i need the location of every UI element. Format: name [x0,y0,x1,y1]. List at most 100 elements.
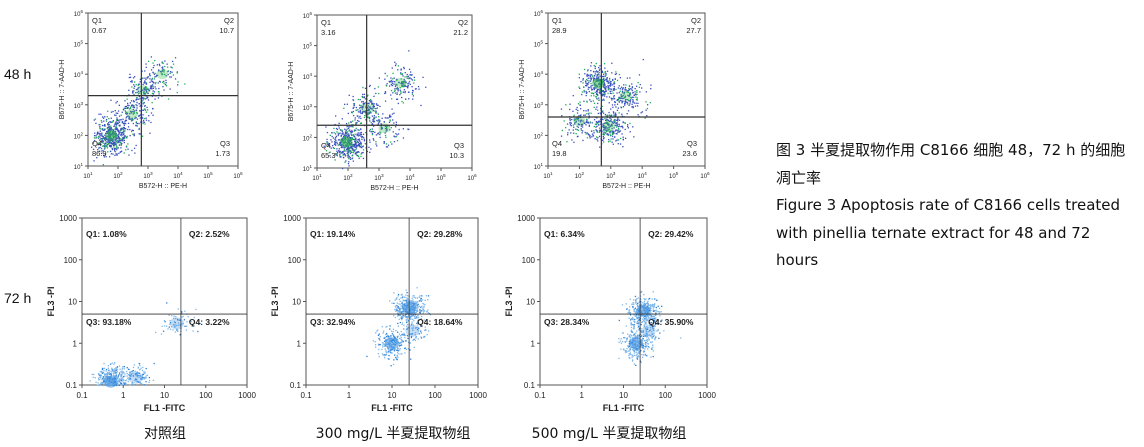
event-dot [640,361,642,363]
event-dot [639,319,641,321]
event-dot [160,72,163,74]
event-dot [577,123,580,126]
event-dot [580,125,582,127]
event-dot [151,86,153,88]
event-dot [346,147,349,149]
event-dot [560,135,563,137]
event-dot [387,351,389,354]
event-dot [103,139,106,141]
event-dot [110,128,112,130]
event-dot [588,112,590,114]
event-dot [158,91,160,93]
event-dot [636,91,638,93]
event-dot [393,112,395,114]
event-dot [607,122,609,124]
event-dot [595,70,598,72]
event-dot [148,89,150,91]
event-dot [625,89,627,91]
event-dot [630,330,632,332]
event-dot [569,122,571,124]
event-dot [106,116,108,118]
event-dot [578,77,580,79]
x-tick-label: 10 [160,391,169,400]
event-dot [105,132,107,135]
cluster-core [105,130,118,141]
event-dot [145,375,147,377]
event-dot [642,318,644,320]
event-dot [591,75,594,77]
event-dot [370,131,372,133]
event-dot [637,349,640,351]
event-dot [111,362,113,364]
event-dot [355,148,357,150]
event-dot [347,135,349,137]
event-dot [141,116,143,119]
event-dot [345,135,347,137]
event-dot [92,376,94,378]
event-dot [413,82,415,84]
event-dot [135,92,137,94]
event-dot [427,299,429,301]
event-dot [345,148,348,151]
event-dot [614,119,616,121]
event-dot [405,299,407,302]
event-dot [396,312,399,314]
event-dot [622,95,624,97]
event-dot [400,69,402,71]
event-dot [592,134,594,137]
event-dot [91,373,93,375]
event-dot [114,151,117,153]
event-dot [648,334,650,336]
event-dot [628,311,630,313]
event-dot [387,348,389,350]
event-dot [635,364,637,366]
event-dot [607,130,609,132]
event-dot [97,131,99,133]
event-dot [611,104,614,106]
event-dot [105,138,107,140]
event-dot [590,87,593,89]
event-dot [616,123,619,126]
event-dot [169,322,172,324]
event-dot [647,303,649,305]
event-dot [573,141,575,143]
event-dot [635,348,637,351]
event-dot [177,308,179,310]
event-dot [107,139,109,141]
event-dot [126,135,128,138]
event-dot [593,95,595,97]
quadrant-q3-value: 10.3 [449,151,464,160]
event-dot [152,84,154,86]
event-dot [107,371,109,373]
event-dot [99,146,101,149]
event-dot [384,117,386,119]
event-dot [110,372,112,375]
event-dot [611,130,614,132]
event-dot [400,342,402,344]
event-dot [351,134,353,136]
event-dot [338,122,340,124]
event-dot [347,153,349,155]
event-dot [630,97,632,99]
event-dot [366,150,368,153]
event-dot [615,115,617,117]
event-dot [145,111,148,113]
event-dot [354,146,356,148]
event-dot [621,115,623,117]
event-dot [391,108,393,110]
event-dot [167,73,169,76]
event-dot [637,320,639,322]
event-dot [609,77,611,80]
event-dot [136,112,138,114]
event-dot [344,147,346,149]
event-dot [105,370,107,372]
event-dot [602,124,604,126]
event-dot [361,138,363,141]
event-dot [348,94,350,96]
event-dot [377,353,379,355]
event-dot [392,363,395,366]
quadrant-q2-label: Q2 [224,16,234,25]
x-tick-label: 106 [233,171,243,180]
event-dot [641,339,643,341]
event-dot [428,330,430,332]
